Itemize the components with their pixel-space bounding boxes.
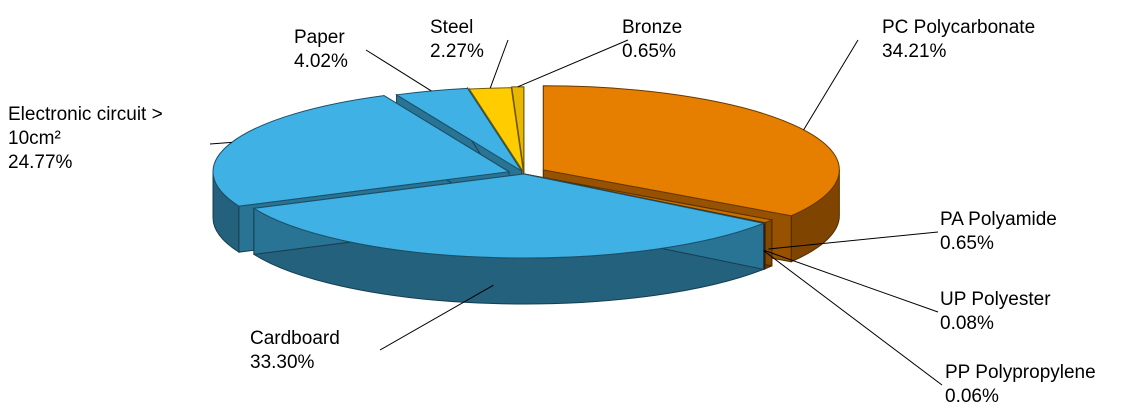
slice-label-pp-polypropylene: PP Polypropylene 0.06% [945, 362, 1096, 406]
slice-label-name: Bronze [622, 17, 682, 38]
leader-line-cardboard [379, 284, 494, 351]
slice-label-up-polyester: UP Polyester 0.08% [940, 289, 1051, 334]
slice-label-pa-polyamide: PA Polyamide 0.65% [940, 209, 1057, 254]
pie-slice-electronic-circuit-10cm [212, 95, 511, 207]
slice-label-value: 0.65% [940, 233, 994, 254]
slice-label-name: PP Polypropylene [945, 362, 1096, 383]
slice-label-pc-polycarbonate: PC Polycarbonate 34.21% [882, 17, 1035, 62]
slice-label-name: UP Polyester [940, 289, 1051, 310]
slice-label-value: 0.06% [945, 386, 999, 406]
slice-label-electronic-circuit-10cm: Electronic circuit > 10cm² 24.77% [8, 104, 163, 173]
leader-line-electronic-circuit-10cm [209, 141, 232, 145]
leader-line-paper [365, 49, 432, 92]
slice-label-name: Paper [294, 27, 345, 48]
slice-label-bronze: Bronze 0.65% [622, 17, 682, 62]
slice-label-value: 34.21% [882, 41, 947, 62]
slice-label-value: 0.65% [622, 41, 676, 62]
pie-tops [212, 85, 840, 259]
slice-labels: PC Polycarbonate 34.21% PA Polyamide 0.65% U… [8, 17, 1096, 406]
slice-label-name: Steel [430, 17, 473, 38]
slice-label-name: 10cm² [8, 128, 61, 149]
slice-label-name: Cardboard [250, 328, 340, 349]
pie-slice-steel [468, 87, 524, 172]
leader-line-pa-polyamide [768, 231, 939, 250]
slice-label-name: PA Polyamide [940, 209, 1057, 230]
slice-label-value: 24.77% [8, 152, 73, 173]
slice-label-name: PC Polycarbonate [882, 17, 1035, 38]
pie-slice-pc-polycarbonate [542, 85, 840, 217]
pie-slice-bronze [511, 86, 525, 171]
slice-label-paper: Paper 4.02% [294, 27, 348, 72]
slice-label-name: Electronic circuit > [8, 104, 163, 125]
slice-label-cardboard: Cardboard 33.30% [250, 328, 340, 373]
slice-label-value: 4.02% [294, 51, 348, 72]
slice-label-value: 2.27% [430, 41, 484, 62]
leader-line-pc-polycarbonate [803, 39, 859, 131]
leader-lines [209, 39, 943, 386]
slice-label-value: 0.08% [940, 313, 994, 334]
slice-label-steel: Steel 2.27% [430, 17, 484, 62]
slice-label-value: 33.30% [250, 352, 315, 373]
leader-line-steel [489, 39, 509, 89]
leader-line-pp-polypropylene [763, 250, 943, 386]
leader-line-bronze [517, 39, 629, 88]
leader-line-up-polyester [764, 250, 939, 313]
pie-slice-cardboard [252, 173, 766, 259]
